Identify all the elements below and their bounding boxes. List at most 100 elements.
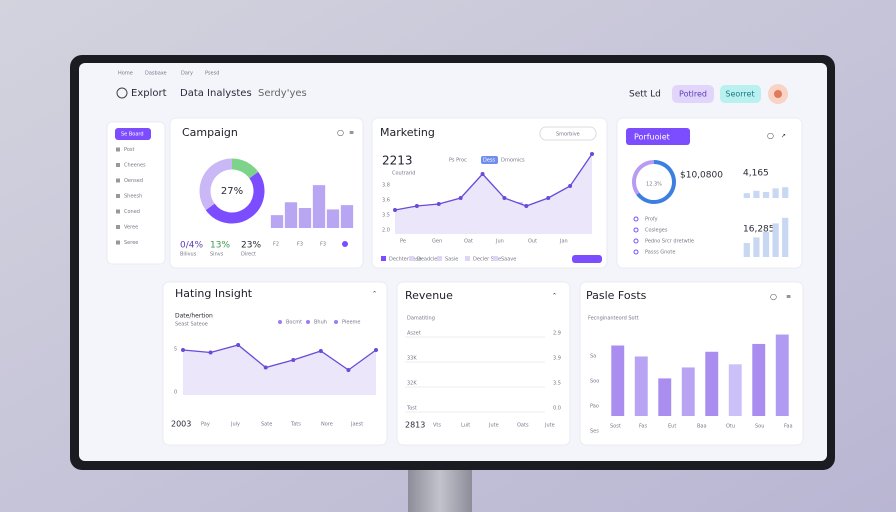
- list-dot: [633, 227, 639, 233]
- button-label[interactable]: Porfuoiet: [634, 133, 670, 142]
- y-tick-label: 0: [174, 390, 177, 396]
- sub: Damatiting: [407, 316, 435, 322]
- sidebar-item[interactable]: Sheesh: [124, 194, 142, 200]
- bar: [326, 209, 340, 228]
- legend-swatch: [493, 256, 498, 261]
- chip: [481, 156, 498, 164]
- x-tick-label: Luit: [461, 423, 470, 429]
- x-tick-label: Jan: [559, 239, 568, 245]
- x-tick-label: Otu: [726, 424, 735, 430]
- icon[interactable]: ≡: [349, 130, 354, 137]
- button-label[interactable]: Seorret: [725, 90, 754, 99]
- bar: [752, 343, 766, 416]
- icon[interactable]: ↗: [781, 133, 786, 140]
- sidebar-item[interactable]: Coned: [124, 209, 140, 215]
- x-tick-label: Jun: [495, 239, 504, 245]
- crumb[interactable]: Home: [118, 71, 133, 77]
- stat-label: Direct: [241, 252, 256, 258]
- bar: [762, 192, 770, 198]
- legend-label: Decler Ssle: [473, 257, 501, 263]
- list-item: Cosleges: [645, 228, 668, 234]
- button[interactable]: [626, 128, 690, 145]
- bar: [782, 187, 789, 198]
- dot: [342, 241, 348, 247]
- line-area: [395, 154, 592, 234]
- sidebar-active[interactable]: [115, 128, 151, 140]
- logo[interactable]: Explort: [131, 88, 167, 99]
- toggle[interactable]: [572, 255, 602, 263]
- nav-item[interactable]: Data Inalystes: [180, 88, 252, 99]
- icon[interactable]: ◯: [337, 130, 344, 137]
- point: [181, 348, 185, 352]
- x-tick-label: Jute: [488, 423, 499, 429]
- bar: [681, 367, 695, 416]
- dropdown[interactable]: [539, 126, 597, 141]
- sidebar-item[interactable]: Se Board: [121, 132, 144, 138]
- x-tick-label: Pay: [201, 422, 210, 428]
- sidebar-icon: [116, 194, 120, 198]
- list-dot: [633, 216, 639, 222]
- crumb[interactable]: Dary: [181, 71, 193, 77]
- button[interactable]: [720, 85, 761, 103]
- sidebar-item[interactable]: Seree: [124, 240, 138, 246]
- bar: [753, 237, 760, 257]
- row-value: 3.5: [553, 381, 561, 387]
- nav-item[interactable]: Serdy'yes: [258, 88, 307, 99]
- bar: [775, 334, 789, 416]
- stat-label: Sinvs: [210, 252, 224, 258]
- dropdown-label[interactable]: Smorbive: [556, 132, 580, 138]
- card-title: Pasle Fosts: [586, 289, 647, 302]
- icon[interactable]: ⌃: [552, 293, 557, 300]
- logo-icon: [116, 87, 128, 99]
- bar: [298, 208, 312, 228]
- donut-segment: [205, 171, 265, 224]
- point: [318, 349, 323, 353]
- icon[interactable]: ⌃: [372, 291, 377, 298]
- legend-label: Dechter Tase: [389, 257, 422, 263]
- card-title: Hating Insight: [175, 287, 253, 300]
- x-tick-label: Sate: [261, 422, 272, 428]
- sidebar-icon: [116, 225, 120, 229]
- legend-dot: [306, 320, 310, 324]
- y-tick-label: 3.5: [382, 213, 390, 219]
- icon[interactable]: ≡: [786, 294, 791, 301]
- row-label: 33K: [407, 356, 417, 362]
- user[interactable]: Sett Ld: [629, 90, 661, 100]
- axis-label: F3: [297, 242, 303, 248]
- legend-label: Pleeme: [342, 320, 361, 326]
- bar: [772, 223, 779, 257]
- list-item: Passs Gnote: [645, 250, 675, 256]
- stat: 0/4%: [180, 241, 203, 251]
- stat: 4,165: [743, 169, 769, 179]
- legend: Dess: [483, 158, 496, 164]
- list-item: Pedno Srcr dretwtle: [645, 239, 694, 245]
- row-label: 32K: [407, 381, 417, 387]
- x-tick-label: Tats: [290, 422, 301, 428]
- sub: Fecnginanteord Sott: [588, 316, 639, 322]
- icon[interactable]: ◯: [767, 133, 774, 140]
- sidebar-item[interactable]: Oensed: [124, 178, 143, 184]
- card-title: Campaign: [182, 126, 238, 139]
- sidebar-item[interactable]: Veree: [124, 225, 138, 231]
- crumb[interactable]: Dasbaxe: [145, 71, 167, 77]
- donut-segment: [199, 158, 233, 211]
- bar: [743, 193, 750, 198]
- button[interactable]: [672, 85, 714, 103]
- legend-label: Sasie: [445, 257, 458, 263]
- line: [394, 153, 593, 211]
- legend-dot: [334, 320, 338, 324]
- point: [346, 368, 351, 372]
- button-label[interactable]: Potlred: [679, 90, 707, 99]
- bar: [611, 345, 625, 416]
- legend-swatch: [437, 256, 442, 261]
- sidebar-item[interactable]: Cheenes: [124, 163, 146, 169]
- card: [169, 117, 364, 269]
- crumb[interactable]: Psesd: [205, 71, 219, 77]
- list-dot: [633, 249, 639, 255]
- bar: [772, 188, 779, 198]
- point: [524, 204, 529, 208]
- legend: Drnomics: [501, 158, 525, 164]
- icon[interactable]: ◯: [770, 294, 777, 301]
- stat-label: Bilivus: [180, 252, 197, 258]
- sidebar-item[interactable]: Post: [124, 147, 135, 153]
